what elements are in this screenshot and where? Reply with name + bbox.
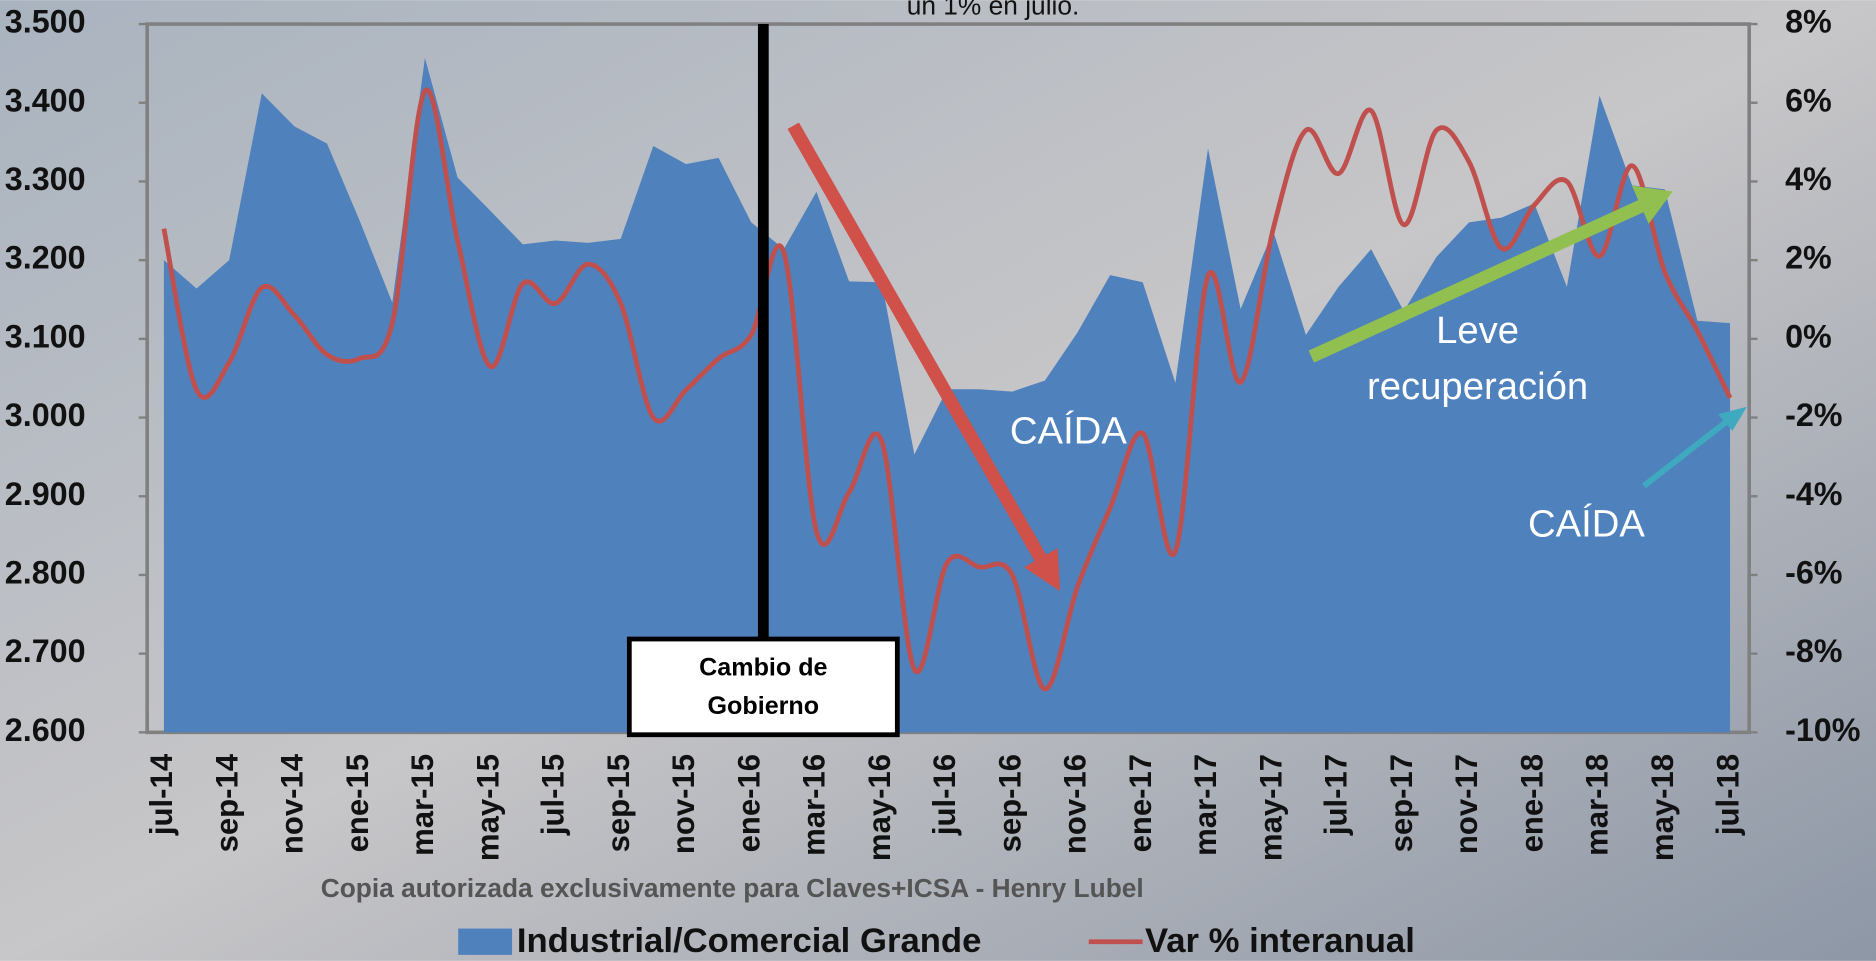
x-tick-label: sep-14 — [209, 753, 244, 852]
y2-tick-label: 6% — [1785, 82, 1832, 118]
x-tick-label: mar-16 — [797, 754, 832, 856]
legend: Industrial/Comercial Grande Var % intera… — [458, 922, 1415, 960]
y-tick-label: 2.600 — [5, 712, 86, 748]
x-tick-label: ene-16 — [731, 754, 766, 853]
x-tick-label: sep-15 — [601, 754, 636, 853]
y2-tick-label: -10% — [1785, 712, 1860, 748]
x-tick-label: may-18 — [1645, 754, 1680, 861]
x-tick-label: may-16 — [862, 754, 897, 861]
x-tick-label: may-17 — [1253, 754, 1288, 861]
annotation: Cambio de — [699, 654, 827, 682]
y-tick-label: 3.200 — [5, 240, 86, 276]
y-tick-label: 2.800 — [5, 554, 86, 590]
y-tick-label: 3.500 — [5, 4, 86, 40]
annotation: CAÍDA — [1010, 409, 1127, 452]
x-tick-label: ene-17 — [1123, 754, 1158, 853]
legend-swatch — [458, 929, 512, 955]
x-tick-label: may-15 — [470, 754, 505, 861]
y2-tick-label: -6% — [1785, 554, 1842, 590]
watermark: Copia autorizada exclusivamente para Cla… — [321, 873, 1144, 903]
x-tick-label: jul-15 — [536, 754, 571, 836]
x-tick-label: jul-16 — [927, 754, 962, 836]
legend-label: Industrial/Comercial Grande — [517, 922, 982, 960]
x-tick-label: sep-16 — [992, 754, 1027, 853]
x-tick-label: jul-18 — [1710, 754, 1745, 836]
y2-tick-label: 2% — [1785, 240, 1832, 276]
y2-tick-label: 8% — [1785, 4, 1832, 40]
y-tick-label: 3.100 — [5, 318, 86, 354]
annotation: Gobierno — [708, 692, 820, 720]
x-tick-label: sep-17 — [1384, 754, 1419, 853]
legend-label: Var % interanual — [1145, 922, 1415, 960]
x-tick-label: jul-17 — [1319, 754, 1354, 836]
y2-tick-label: 0% — [1785, 318, 1832, 354]
x-tick-label: mar-15 — [405, 754, 440, 856]
y-tick-label: 3.300 — [5, 161, 86, 197]
y-tick-label: 2.900 — [5, 476, 86, 512]
annotation: recuperación — [1367, 365, 1588, 408]
x-tick-label: nov-16 — [1058, 754, 1093, 854]
x-tick-label: nov-14 — [275, 753, 310, 854]
y2-tick-label: -8% — [1785, 633, 1842, 669]
y2-tick-label: -2% — [1785, 397, 1842, 433]
x-tick-label: ene-18 — [1514, 754, 1549, 853]
x-tick-label: ene-15 — [340, 754, 375, 853]
x-tick-label: mar-17 — [1188, 754, 1223, 856]
annotation: un 1% en julio. — [907, 0, 1080, 20]
x-tick-label: nov-17 — [1449, 754, 1484, 854]
y2-tick-label: -4% — [1785, 476, 1842, 512]
x-tick-label: nov-15 — [666, 754, 701, 854]
annotation: CAÍDA — [1528, 503, 1645, 546]
y2-tick-label: 4% — [1785, 161, 1832, 197]
page: {"chart_data": {"type": "area-line", "an… — [0, 0, 1876, 961]
annotation: Leve — [1436, 309, 1519, 352]
y-tick-label: 2.700 — [5, 633, 86, 669]
x-tick-label: mar-18 — [1580, 754, 1615, 856]
x-tick-label: jul-14 — [144, 753, 179, 836]
y-tick-label: 3.400 — [5, 82, 86, 118]
y-tick-label: 3.000 — [5, 397, 86, 433]
chart: 2.600 2.700 2.800 2.900 3.000 3.100 3.200 3.300… — [0, 0, 1876, 961]
